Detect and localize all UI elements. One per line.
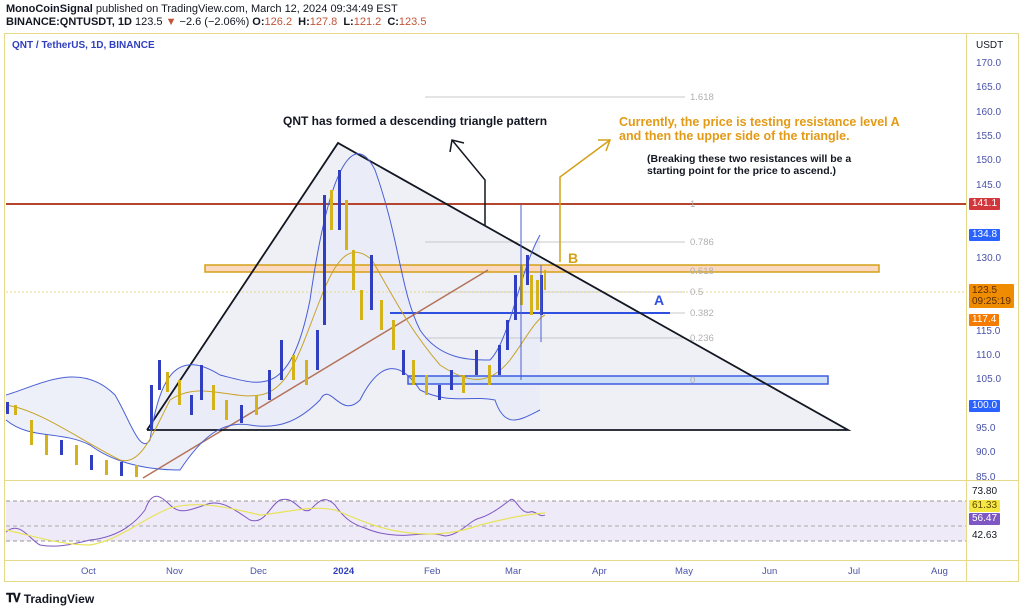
- high-label: H:: [298, 16, 310, 28]
- resistance-zone-b: [204, 264, 880, 273]
- high-value: 127.8: [309, 16, 338, 28]
- price-tick: 105.0: [976, 374, 1002, 385]
- price-tick: 155.0: [976, 131, 1002, 142]
- rsi-value-tag: 56.47: [969, 513, 1001, 525]
- annotation-orange: Currently, the price is testing resistan…: [619, 115, 900, 143]
- candles: [6, 170, 546, 477]
- annotation-title: QNT has formed a descending triangle pat…: [283, 114, 548, 128]
- axis-corner: [966, 560, 1019, 582]
- price-tick: 115.0: [976, 326, 1001, 337]
- annotation-orange-line2: and then the upper side of the triangle.: [619, 129, 850, 143]
- price-axis[interactable]: [966, 33, 1019, 560]
- bar-countdown: 09:25:19: [972, 296, 1011, 307]
- open-value: 126.2: [264, 16, 293, 28]
- fib-label: 0.786: [690, 237, 714, 248]
- price-tick: 170.0: [976, 58, 1002, 69]
- price-tick: 95.0: [976, 423, 996, 434]
- rsi-band: [6, 501, 966, 541]
- price-tick: 165.0: [976, 82, 1002, 93]
- fib-label: 0.618: [690, 266, 714, 277]
- low-label: L:: [343, 16, 354, 28]
- annotation-note: (Breaking these two resistances will be …: [647, 153, 851, 177]
- price-tick: 130.0: [976, 253, 1002, 264]
- fib-label: 0: [690, 375, 696, 386]
- close-label: C:: [387, 16, 399, 28]
- month-label: 2024: [333, 566, 355, 577]
- bollinger-fill: [6, 153, 540, 470]
- price-change: −2.6 (−2.06%): [179, 16, 250, 28]
- month-label: Feb: [424, 566, 441, 577]
- publisher-name[interactable]: MonoCoinSignal: [6, 3, 93, 15]
- time-axis[interactable]: [4, 560, 1019, 582]
- tradingview-brand: TradingView: [23, 591, 95, 606]
- month-label: Mar: [505, 566, 522, 577]
- publish-info: MonoCoinSignal published on TradingView.…: [6, 3, 398, 15]
- fib-label: 1: [690, 199, 696, 210]
- chart-legend-title[interactable]: QNT / TetherUS, 1D, BINANCE: [12, 40, 155, 51]
- last-price-value: 123.5: [972, 285, 998, 296]
- support-zone: [407, 375, 829, 385]
- fib-label: 0.236: [690, 333, 714, 344]
- low-value: 121.2: [353, 16, 382, 28]
- price-tick: 85.0: [976, 472, 996, 483]
- price-tick: 150.0: [976, 155, 1002, 166]
- month-label: Apr: [592, 566, 607, 577]
- last-price: 123.5: [134, 16, 163, 28]
- month-label: May: [675, 566, 693, 577]
- rsi-pane-separator[interactable]: [4, 480, 1019, 481]
- level-a-label: A: [654, 292, 665, 308]
- rsi-ma-tag: 61.33: [969, 500, 1001, 512]
- down-arrow-icon: ▼: [165, 16, 177, 28]
- close-value: 123.5: [398, 16, 427, 28]
- fib-label: 0.5: [690, 287, 704, 298]
- annotation-note-line1: (Breaking these two resistances will be …: [647, 153, 852, 165]
- ma-price-tag: 117.4: [969, 314, 1000, 326]
- month-label: Aug: [931, 566, 948, 577]
- publish-text: published on TradingView.com, March 12, …: [95, 3, 398, 15]
- bb-lower-tag: 100.0: [969, 400, 1001, 412]
- price-tick: 160.0: [976, 107, 1002, 118]
- bb-upper-tag: 134.8: [969, 229, 1001, 241]
- month-label: Jul: [848, 566, 861, 577]
- month-label: Jun: [762, 566, 778, 577]
- month-label: Nov: [166, 566, 183, 577]
- price-tick: 90.0: [976, 447, 996, 458]
- month-label: Dec: [250, 566, 267, 577]
- currency-label[interactable]: USDT: [976, 40, 1004, 51]
- tradingview-logo[interactable]: 𝐓𝐕 TradingView: [6, 591, 94, 606]
- price-tick: 110.0: [976, 350, 1001, 361]
- last-price-tag: 123.5 09:25:19: [969, 284, 1014, 308]
- fib-label: 1.618: [690, 92, 714, 103]
- rsi-lower-tag: 42.63: [972, 530, 998, 541]
- open-label: O:: [252, 16, 265, 28]
- resistance-price-tag: 141.1: [969, 198, 1001, 210]
- annotation-orange-line1: Currently, the price is testing resistan…: [619, 115, 900, 129]
- fib-label: 0.382: [690, 308, 714, 319]
- chart-frame: [4, 33, 1019, 582]
- symbol-name: BINANCE:QNTUSDT, 1D: [6, 16, 132, 28]
- level-b-label: B: [568, 250, 579, 266]
- price-tick: 145.0: [976, 180, 1002, 191]
- descending-triangle: [146, 141, 852, 431]
- tradingview-logo-icon: 𝐓𝐕: [6, 591, 21, 605]
- month-label: Oct: [81, 566, 96, 577]
- annotation-note-line2: starting point for the price to ascend.): [647, 165, 837, 177]
- rsi-upper-tag: 73.80: [972, 486, 998, 497]
- symbol-info: BINANCE:QNTUSDT, 1D 123.5 ▼ −2.6 (−2.06%…: [6, 16, 429, 28]
